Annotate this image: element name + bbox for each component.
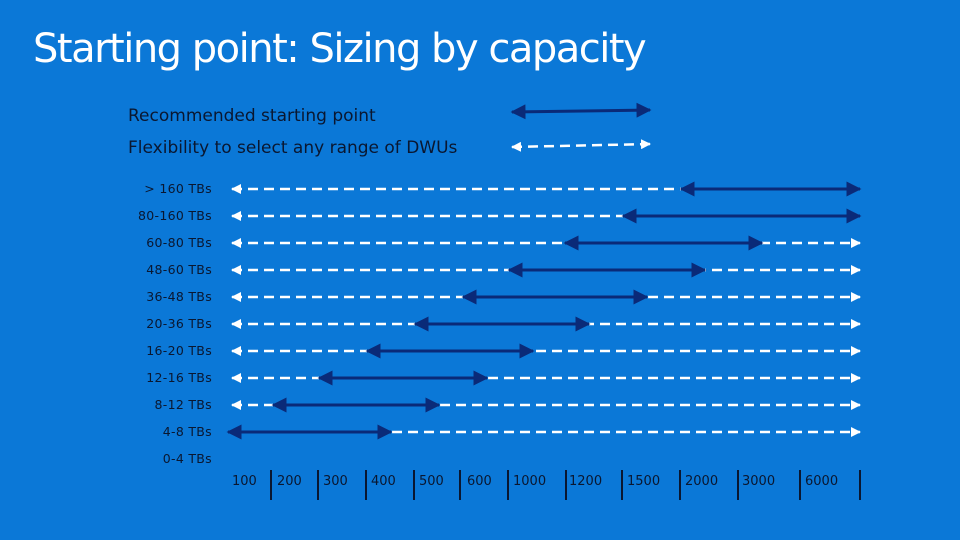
scale-tick-label: 500 <box>419 474 444 489</box>
legend-lines <box>510 102 652 152</box>
legend-flexibility-arrow <box>511 139 651 152</box>
rows-group <box>226 181 862 440</box>
legend-recommended-label: Recommended starting point <box>128 106 376 126</box>
row-label: 0-4 TBs <box>162 451 212 466</box>
tick-marks <box>270 470 861 500</box>
legend-recommended-arrow <box>510 102 652 120</box>
scale-tick-label: 300 <box>323 474 348 489</box>
row-label: 20-36 TBs <box>146 316 212 331</box>
scale-tick-label: 1000 <box>513 474 547 489</box>
row-label: 60-80 TBs <box>146 235 212 250</box>
scale-tick-label: 200 <box>277 474 302 489</box>
scale-tick-label: 600 <box>467 474 492 489</box>
row-label: 12-16 TBs <box>146 370 212 385</box>
row-label: 8-12 TBs <box>154 397 212 412</box>
row-label: 48-60 TBs <box>146 262 212 277</box>
scale-tick-label: 400 <box>371 474 396 489</box>
scale-tick-label: 1500 <box>627 474 661 489</box>
scale-tick-label: 2000 <box>685 474 719 489</box>
row-label: 80-160 TBs <box>138 208 212 223</box>
scale-tick-label: 100 <box>232 474 257 489</box>
row-label: 36-48 TBs <box>146 289 212 304</box>
legend-flexibility-label: Flexibility to select any range of DWUs <box>128 138 458 158</box>
scale-tick-label: 6000 <box>805 474 839 489</box>
row-label: > 160 TBs <box>144 181 212 196</box>
row-label: 4-8 TBs <box>162 424 212 439</box>
scale-tick-label: 3000 <box>742 474 776 489</box>
scale-tick-label: 1200 <box>569 474 603 489</box>
row-label: 16-20 TBs <box>146 343 212 358</box>
page-title: Starting point: Sizing by capacity <box>33 26 647 72</box>
